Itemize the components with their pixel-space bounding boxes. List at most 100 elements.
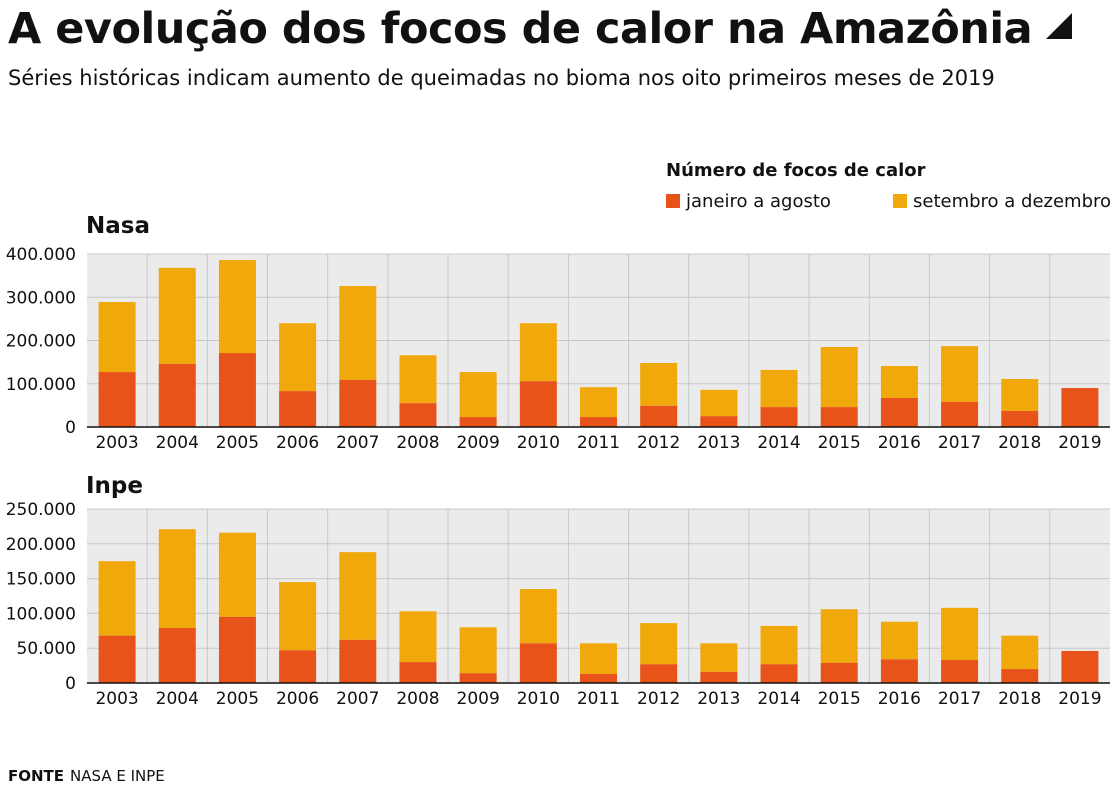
- bar-set-dez-2008: [399, 355, 437, 404]
- x-tick-label: 2017: [938, 689, 981, 709]
- bar-set-dez-2005: [218, 260, 256, 354]
- bar-set-dez-2008: [399, 611, 437, 663]
- legend-label-set-dez: setembro a dezembro: [913, 191, 1112, 212]
- bar-jan-ago-2016: [880, 659, 918, 683]
- bar-jan-ago-2008: [399, 403, 437, 427]
- y-tick-label: 200.000: [6, 332, 76, 352]
- bar-set-dez-2018: [1001, 378, 1039, 411]
- bar-set-dez-2009: [459, 372, 497, 418]
- bar-jan-ago-2004: [158, 628, 196, 683]
- x-tick-label: 2013: [697, 689, 740, 709]
- bar-jan-ago-2010: [519, 643, 557, 683]
- bar-set-dez-2003: [98, 561, 136, 636]
- x-tick-label: 2011: [577, 433, 620, 453]
- bar-jan-ago-2013: [700, 671, 738, 683]
- bar-set-dez-2004: [158, 529, 196, 629]
- bar-jan-ago-2015: [820, 407, 858, 427]
- x-tick-label: 2016: [878, 689, 921, 709]
- bar-jan-ago-2009: [459, 417, 497, 427]
- bar-jan-ago-2019: [1061, 650, 1099, 683]
- legend-swatch-jan-ago: [666, 194, 680, 208]
- y-tick-label: 300.000: [6, 288, 76, 308]
- bar-jan-ago-2006: [279, 391, 317, 427]
- bar-set-dez-2005: [218, 532, 256, 617]
- x-tick-label: 2011: [577, 689, 620, 709]
- bar-set-dez-2013: [700, 643, 738, 672]
- bar-set-dez-2010: [519, 589, 557, 644]
- bar-set-dez-2004: [158, 267, 196, 364]
- bar-jan-ago-2007: [339, 379, 377, 427]
- y-tick-label: 50.000: [17, 639, 76, 659]
- chart-title-text: A evolução dos focos de calor na Amazôni…: [8, 4, 1033, 54]
- legend-title: Número de focos de calor: [666, 160, 926, 181]
- x-tick-label: 2004: [156, 689, 199, 709]
- chart-subtitle: Séries históricas indicam aumento de que…: [8, 66, 995, 90]
- y-tick-label: 250.000: [6, 500, 76, 520]
- nasa-chart: 0 100.000 200.000 300.000 400.000 2003 2004 200…: [6, 245, 1110, 453]
- bar-set-dez-2017: [941, 346, 979, 402]
- x-tick-label: 2004: [156, 433, 199, 453]
- y-tick-label: 100.000: [6, 604, 76, 624]
- x-tick-label: 2006: [276, 433, 319, 453]
- source-note: FONTE NASA E INPE: [8, 767, 165, 785]
- bar-set-dez-2012: [640, 362, 678, 406]
- bar-jan-ago-2014: [760, 664, 798, 683]
- bar-jan-ago-2005: [218, 353, 256, 427]
- x-tick-label: 2016: [878, 433, 921, 453]
- y-tick-label: 200.000: [6, 535, 76, 555]
- bar-jan-ago-2012: [640, 664, 678, 683]
- y-tick-label: 0: [65, 418, 76, 438]
- bar-jan-ago-2010: [519, 381, 557, 427]
- x-tick-label: 2018: [998, 689, 1041, 709]
- y-tick-label: 100.000: [6, 375, 76, 395]
- bar-jan-ago-2003: [98, 372, 136, 427]
- bar-set-dez-2011: [580, 387, 617, 418]
- bar-jan-ago-2003: [98, 635, 136, 683]
- x-tick-label: 2012: [637, 689, 680, 709]
- bar-jan-ago-2008: [399, 662, 437, 683]
- x-tick-label: 2010: [517, 689, 560, 709]
- panel-title-nasa: Nasa: [86, 213, 150, 239]
- x-tick-label: 2005: [216, 433, 259, 453]
- bar-jan-ago-2012: [640, 405, 678, 427]
- bar-set-dez-2016: [880, 366, 918, 399]
- x-tick-label: 2009: [457, 433, 500, 453]
- chart-title: A evolução dos focos de calor na Amazôni…: [8, 4, 1073, 54]
- bar-set-dez-2009: [459, 627, 497, 674]
- bar-jan-ago-2018: [1001, 410, 1039, 427]
- bar-set-dez-2016: [880, 621, 918, 660]
- x-tick-label: 2018: [998, 433, 1041, 453]
- x-tick-label: 2003: [95, 433, 138, 453]
- y-tick-label: 0: [65, 674, 76, 694]
- x-tick-label: 2015: [818, 689, 861, 709]
- x-tick-label: 2006: [276, 689, 319, 709]
- legend-item-set-dez: setembro a dezembro: [893, 191, 1111, 212]
- bar-set-dez-2014: [760, 369, 798, 408]
- source-text: NASA E INPE: [70, 767, 165, 785]
- bar-set-dez-2015: [820, 346, 858, 408]
- bar-jan-ago-2011: [580, 417, 617, 427]
- bar-jan-ago-2006: [279, 650, 317, 683]
- bar-jan-ago-2013: [700, 416, 738, 427]
- x-tick-label: 2010: [517, 433, 560, 453]
- bar-set-dez-2010: [519, 323, 557, 382]
- legend-swatch-set-dez: [893, 194, 907, 208]
- bar-jan-ago-2018: [1001, 669, 1039, 683]
- legend-item-jan-ago: janeiro a agosto: [666, 191, 831, 212]
- bar-jan-ago-2015: [820, 662, 858, 683]
- x-tick-label: 2008: [396, 433, 439, 453]
- bar-set-dez-2013: [700, 389, 738, 417]
- source-label: FONTE: [8, 767, 65, 785]
- x-tick-label: 2014: [757, 689, 800, 709]
- bar-jan-ago-2019: [1061, 388, 1099, 427]
- x-tick-label: 2005: [216, 689, 259, 709]
- bar-set-dez-2007: [339, 286, 377, 380]
- bar-jan-ago-2007: [339, 639, 377, 683]
- x-tick-label: 2008: [396, 689, 439, 709]
- bar-set-dez-2017: [941, 607, 979, 661]
- x-tick-label: 2014: [757, 433, 800, 453]
- x-tick-label: 2007: [336, 689, 379, 709]
- bar-set-dez-2006: [279, 323, 317, 392]
- x-tick-label: 2019: [1058, 689, 1101, 709]
- bar-jan-ago-2017: [941, 401, 979, 427]
